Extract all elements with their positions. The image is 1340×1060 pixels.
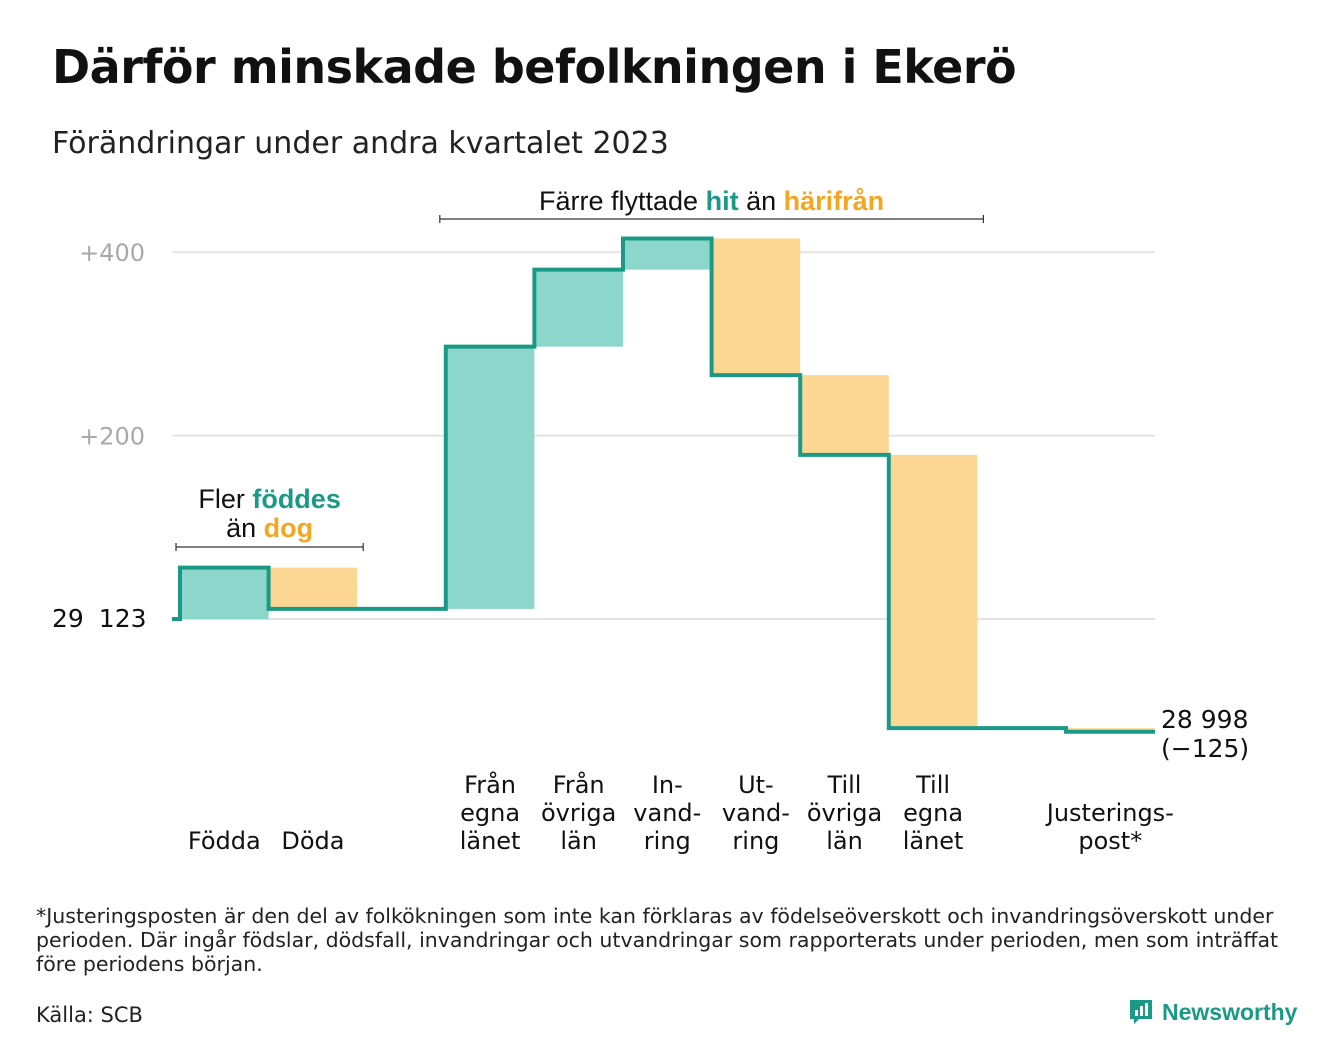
cumulative-step-line [172,236,1155,734]
x-category-label: Från egna länet [460,770,521,855]
x-category-label: Döda [281,827,344,855]
waterfall-chart: +400 +200 29 123 28 998(−125) Födda Döda Från e… [52,186,1249,855]
newsworthy-logo-icon [1130,1000,1152,1024]
source-note: Källa: SCB [36,1003,143,1027]
annotation-text: Färre flyttade hit än härifrån [539,186,884,216]
bar-increase [623,238,712,270]
bar-decrease [800,375,889,455]
annotation-text: än dog [226,513,313,543]
bar-decrease [711,238,801,376]
x-category-label: Till övriga län [807,771,882,855]
y-tick-label: +200 [79,423,145,451]
x-category-label: In-vand-ring [633,771,701,855]
end-change-label: (−125) [1161,734,1249,763]
x-category-label: Ut-vand-ring [722,771,790,855]
x-category-label: Från övriga län [541,770,616,855]
chart-subtitle: Förändringar under andra kvartalet 2023 [52,126,669,161]
bar-decrease [888,454,978,729]
end-value-label: 28 998 [1161,705,1248,734]
x-category-label: Till egna länet [903,771,964,855]
x-category-label: Justerings-post* [1045,799,1174,855]
bar-increase [445,346,535,609]
footnote: *Justeringsposten är den del av folkökni… [36,904,1279,976]
brand-name: Newsworthy [1162,998,1298,1025]
y-tick-label: +400 [79,239,145,267]
bar-increase [180,567,269,619]
annotation-text: Fler föddes [198,484,341,514]
bar-decrease [268,567,358,609]
bar-increase [534,269,623,347]
x-category-label: Födda [188,827,261,855]
chart-title: Därför minskade befolkningen i Ekerö [52,40,1017,94]
brand-logo[interactable]: Newsworthy [1128,998,1297,1026]
start-value-label: 29 123 [52,604,147,633]
